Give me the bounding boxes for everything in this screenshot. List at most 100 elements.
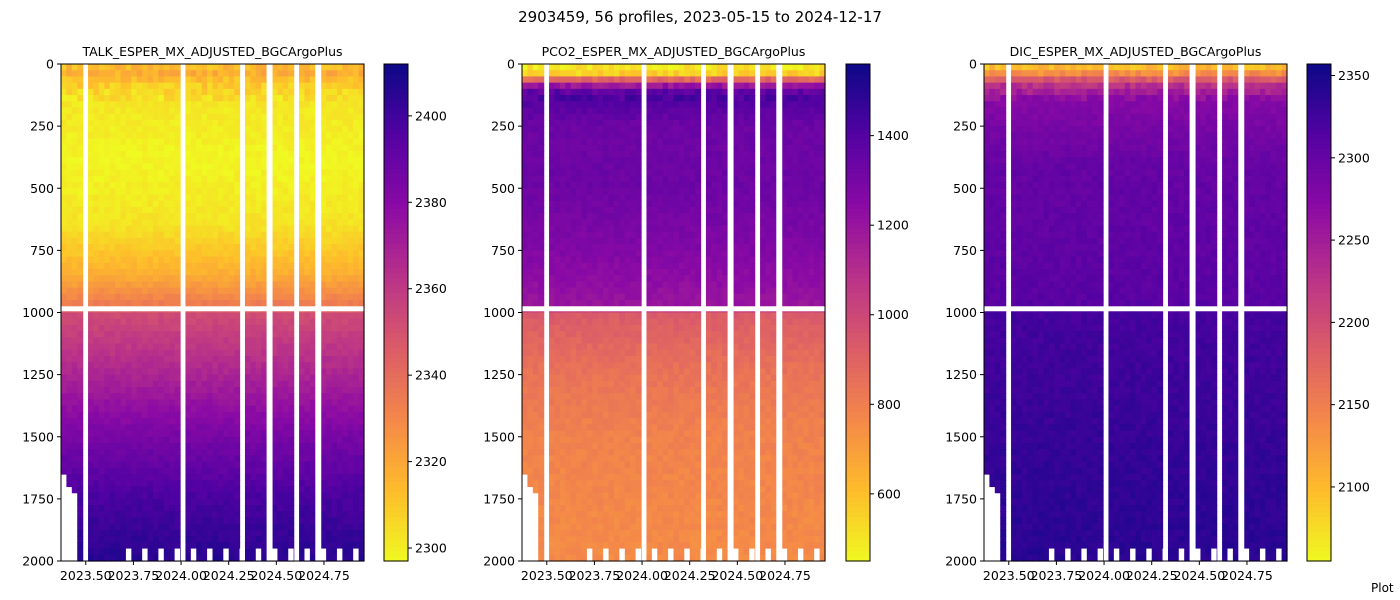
heatmap-cell — [109, 95, 116, 102]
heatmap-cell — [109, 424, 116, 432]
heatmap-cell — [77, 269, 84, 276]
heatmap-cell — [109, 480, 116, 488]
heatmap-cell — [77, 300, 84, 307]
heatmap-cell — [77, 281, 84, 289]
heatmap-cell — [71, 411, 78, 419]
heatmap-cell — [77, 405, 84, 413]
heatmap-cell — [104, 529, 111, 537]
heatmap-cell — [66, 324, 73, 332]
heatmap-cell — [93, 442, 100, 450]
figure-suptitle: 2903459, 56 profiles, 2023-05-15 to 2024… — [518, 8, 882, 26]
heatmap-cell — [71, 418, 78, 425]
heatmap-cell — [115, 474, 122, 481]
heatmap-cell — [66, 119, 73, 127]
heatmap-cell — [109, 206, 116, 214]
heatmap-cell — [93, 256, 100, 264]
heatmap-cell — [104, 64, 111, 71]
heatmap-cell — [115, 213, 122, 220]
heatmap-cell — [109, 349, 116, 357]
heatmap-cell — [115, 237, 122, 245]
heatmap-cell — [115, 269, 122, 276]
heatmap-cell — [98, 312, 105, 320]
heatmap-cell — [104, 150, 111, 158]
heatmap-cell — [66, 430, 73, 438]
heatmap-cell — [77, 219, 84, 227]
heatmap-cell — [98, 511, 105, 519]
heatmap-cell — [88, 362, 95, 370]
heatmap-cell — [104, 126, 111, 133]
heatmap-cell — [71, 182, 78, 189]
heatmap-cell — [120, 331, 127, 338]
heatmap-cell — [93, 430, 100, 438]
heatmap-cell — [66, 194, 73, 202]
heatmap-cell — [61, 418, 68, 425]
heatmap-cell — [71, 132, 78, 140]
heatmap-cell — [115, 331, 122, 338]
heatmap-cell — [71, 101, 78, 109]
heatmap-cell — [115, 132, 122, 140]
heatmap-cell — [115, 144, 122, 152]
heatmap-cell — [88, 182, 95, 189]
heatmap-cell — [120, 138, 127, 146]
heatmap-cell — [104, 492, 111, 500]
heatmap-cell — [93, 101, 100, 109]
heatmap-cell — [98, 281, 105, 289]
heatmap-cell — [104, 119, 111, 127]
heatmap-cell — [66, 337, 73, 345]
heatmap-cell — [66, 424, 73, 432]
heatmap-cell — [98, 188, 105, 196]
heatmap-cell — [77, 349, 84, 357]
heatmap-cell — [93, 529, 100, 537]
heatmap-cell — [104, 399, 111, 407]
heatmap-cell — [120, 188, 127, 196]
heatmap-cell — [66, 231, 73, 239]
heatmap-cell — [93, 405, 100, 413]
heatmap-cell — [120, 113, 127, 121]
heatmap-cell — [104, 293, 111, 301]
heatmap-cell — [88, 418, 95, 425]
heatmap-cell — [66, 206, 73, 214]
heatmap-cell — [109, 455, 116, 463]
heatmap-cell — [61, 424, 68, 432]
heatmap-cell — [66, 150, 73, 158]
heatmap-cell — [71, 312, 78, 320]
heatmap-cell — [115, 399, 122, 407]
heatmap-cell — [71, 188, 78, 196]
heatmap-cell — [104, 442, 111, 450]
heatmap-cell — [93, 119, 100, 127]
heatmap-cell — [109, 132, 116, 140]
heatmap-cell — [98, 132, 105, 140]
heatmap-cell — [66, 275, 73, 283]
heatmap-cell — [120, 380, 127, 388]
heatmap-cell — [109, 542, 116, 550]
heatmap-cell — [104, 517, 111, 525]
heatmap-cell — [88, 163, 95, 171]
heatmap-cell — [109, 387, 116, 394]
heatmap-cell — [88, 411, 95, 419]
heatmap-cell — [115, 206, 122, 214]
heatmap-cell — [104, 194, 111, 202]
heatmap-cell — [93, 132, 100, 140]
heatmap-cell — [104, 88, 111, 96]
heatmap-cell — [77, 449, 84, 456]
heatmap-cell — [120, 219, 127, 227]
heatmap-cell — [77, 275, 84, 283]
heatmap-cell — [120, 287, 127, 295]
heatmap-cell — [104, 163, 111, 171]
heatmap-cell — [109, 194, 116, 202]
heatmap-cell — [120, 411, 127, 419]
heatmap-cell — [93, 393, 100, 401]
heatmap-cell — [98, 237, 105, 245]
heatmap-cell — [71, 293, 78, 301]
heatmap-cell — [109, 64, 116, 71]
heatmap-cell — [77, 374, 84, 382]
heatmap-cell — [66, 418, 73, 425]
heatmap-cell — [66, 70, 73, 78]
heatmap-cell — [115, 449, 122, 456]
heatmap-cell — [98, 213, 105, 220]
heatmap-cell — [71, 281, 78, 289]
heatmap-cell — [93, 175, 100, 183]
heatmap-cell — [77, 163, 84, 171]
heatmap-cell — [77, 88, 84, 96]
heatmap-cell — [93, 548, 100, 556]
